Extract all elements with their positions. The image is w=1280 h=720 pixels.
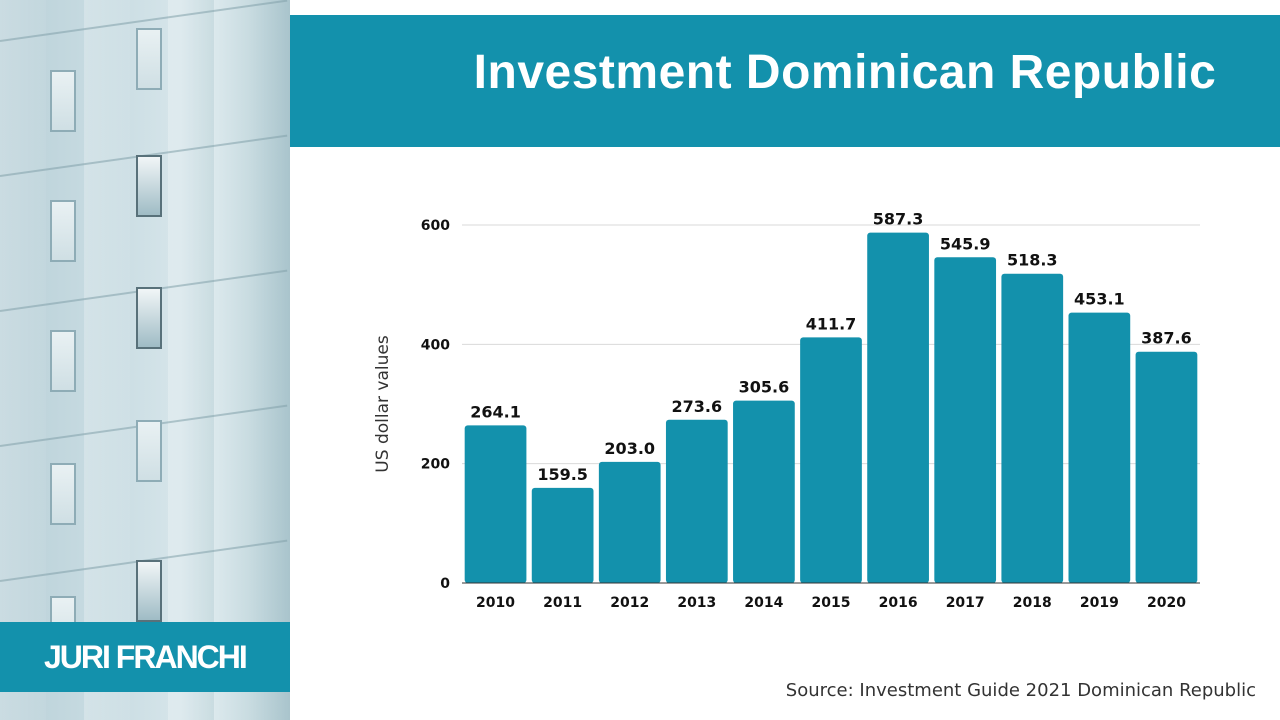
building-edge: [214, 0, 290, 720]
bar: [531, 487, 594, 583]
x-tick-label: 2018: [1013, 595, 1052, 611]
y-tick-label: 600: [421, 218, 450, 234]
building-photo: [0, 0, 290, 720]
x-tick-label: 2013: [677, 595, 716, 611]
bar-value-label: 587.3: [873, 210, 924, 229]
bar: [464, 425, 527, 583]
building-window: [136, 155, 162, 217]
x-tick-label: 2014: [744, 595, 783, 611]
bar: [1001, 273, 1064, 583]
bar-value-label: 545.9: [940, 234, 991, 253]
bar: [800, 337, 862, 583]
bar-value-label: 273.6: [672, 397, 723, 416]
brand-name: JURI FRANCHI: [44, 639, 248, 675]
bar-value-label: 203.0: [604, 439, 655, 458]
bar: [1068, 312, 1131, 583]
y-tick-label: 0: [440, 576, 450, 592]
page-title: Investment Dominican Republic: [473, 46, 1217, 99]
building-window: [50, 463, 76, 525]
y-tick-label: 400: [421, 337, 450, 353]
building-window: [50, 200, 76, 262]
bar-value-label: 264.1: [470, 402, 521, 421]
source-note: Source: Investment Guide 2021 Dominican …: [785, 680, 1256, 701]
bar-value-label: 305.6: [739, 378, 790, 397]
bar-value-label: 411.7: [806, 314, 857, 333]
bar: [867, 232, 929, 583]
building-column: [168, 0, 214, 720]
building-window: [50, 330, 76, 392]
bar-value-label: 518.3: [1007, 251, 1058, 270]
x-tick-label: 2019: [1080, 595, 1119, 611]
x-tick-label: 2010: [476, 595, 515, 611]
building-window: [136, 420, 162, 482]
building-window: [136, 287, 162, 349]
brand-label: JURI FRANCHI: [0, 622, 290, 692]
bar: [934, 257, 997, 583]
bar: [1135, 351, 1198, 583]
x-tick-label: 2020: [1147, 595, 1186, 611]
x-tick-label: 2015: [812, 595, 851, 611]
bar: [598, 461, 661, 583]
x-tick-label: 2017: [946, 595, 985, 611]
building-window: [136, 560, 162, 622]
building-window: [136, 28, 162, 90]
bar-value-label: 159.5: [537, 465, 588, 484]
x-tick-label: 2016: [879, 595, 918, 611]
y-tick-label: 200: [421, 457, 450, 473]
bar: [665, 419, 728, 583]
bar: [733, 400, 795, 583]
title-banner: Investment Dominican Republic: [290, 15, 1280, 147]
bar-value-label: 387.6: [1141, 329, 1192, 348]
building-column: [0, 0, 46, 720]
y-axis-label: US dollar values: [373, 335, 393, 473]
bar-value-label: 453.1: [1074, 290, 1125, 309]
bar-chart: 0 200 400 600 US dollar values 264.1 2010 159.5…: [373, 210, 1200, 611]
building-column: [84, 0, 130, 720]
x-tick-label: 2011: [543, 595, 582, 611]
x-tick-label: 2012: [610, 595, 649, 611]
building-window: [50, 70, 76, 132]
